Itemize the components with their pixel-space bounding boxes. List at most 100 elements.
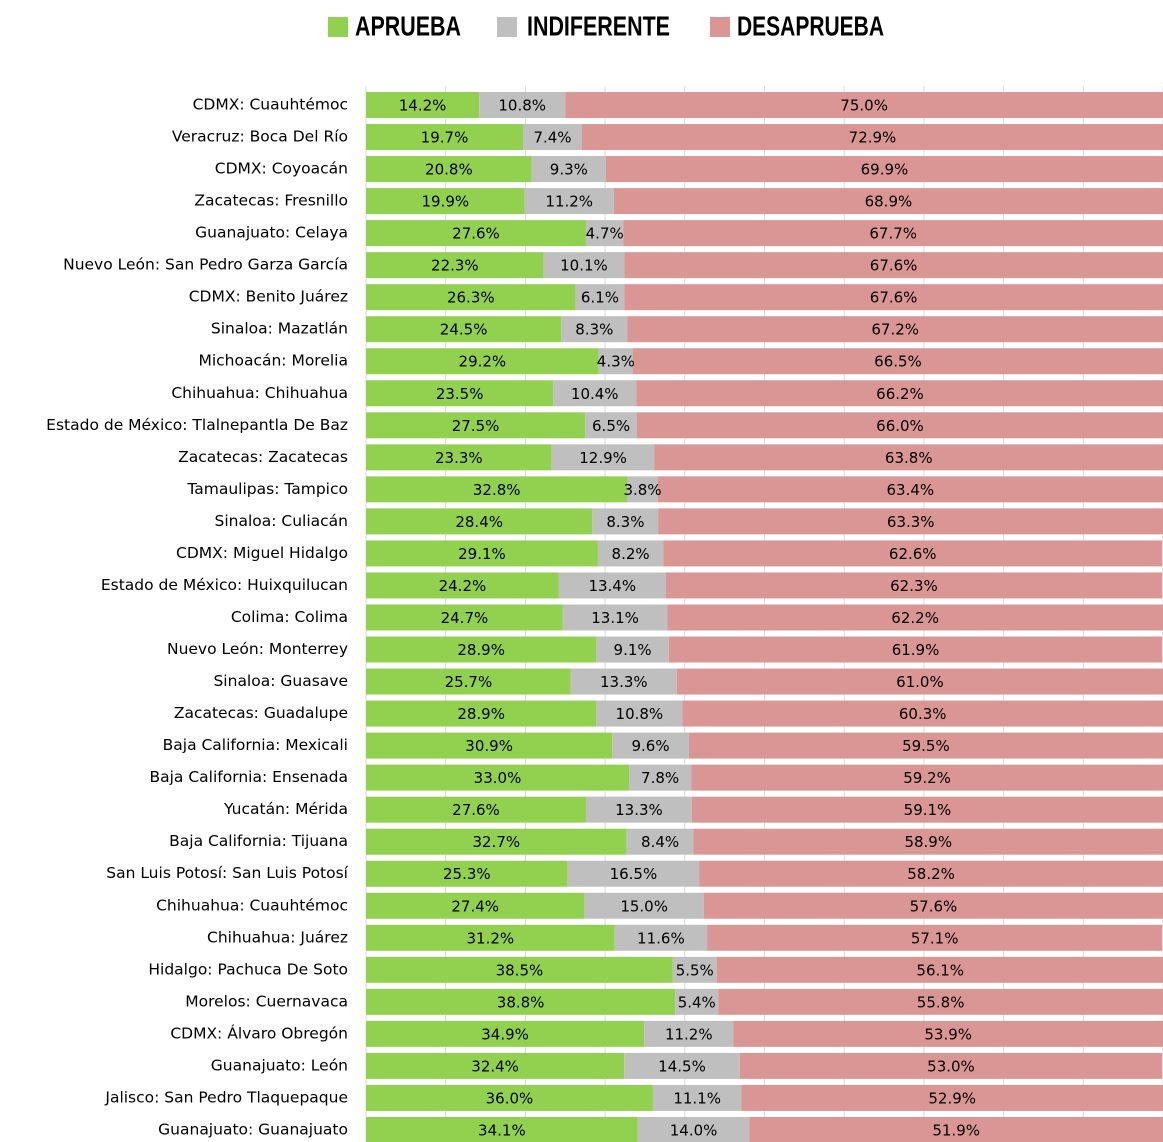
bar-segment [585, 796, 692, 823]
value-label: 58.2% [907, 865, 955, 883]
bar-segment [366, 1116, 638, 1142]
category-label: Morelos: Cuernavaca [185, 992, 348, 1010]
bar-segment [366, 348, 599, 375]
value-label: 7.8% [641, 769, 679, 787]
value-label: 27.4% [451, 897, 499, 915]
value-label: 23.3% [435, 449, 483, 467]
value-label: 63.3% [887, 513, 935, 531]
value-label: 57.1% [911, 929, 959, 947]
value-label: 69.9% [861, 161, 909, 179]
legend-swatch [328, 17, 348, 37]
bar-segment [693, 828, 1163, 855]
bar-segment [366, 860, 568, 887]
category-label: Zacatecas: Zacatecas [178, 448, 348, 466]
value-label: 61.9% [892, 641, 940, 659]
value-label: 67.6% [870, 289, 918, 307]
bar-segment [366, 380, 554, 407]
bar-segment [668, 636, 1163, 663]
bar-segment [676, 668, 1163, 695]
category-label: Chihuahua: Chihuahua [171, 384, 348, 402]
bar-segment [543, 252, 625, 279]
bar-segment [366, 956, 673, 983]
value-label: 25.3% [443, 865, 491, 883]
bar-segment [636, 412, 1163, 439]
category-label: Guanajuato: León [211, 1056, 348, 1074]
value-label: 4.7% [586, 225, 624, 243]
bar-segment [627, 316, 1163, 343]
value-label: 53.9% [924, 1025, 972, 1043]
value-label: 31.2% [467, 929, 515, 947]
bar-segment [703, 892, 1163, 919]
value-label: 75.0% [840, 97, 888, 115]
legend-swatch [710, 17, 730, 37]
category-label: Jalisco: San Pedro Tlaquepaque [104, 1088, 348, 1106]
value-label: 14.5% [658, 1057, 706, 1075]
category-label: Tamaulipas: Tampico [186, 480, 348, 498]
bar-segment [637, 1116, 750, 1142]
value-label: 72.9% [849, 129, 897, 147]
category-label: Colima: Colima [231, 608, 348, 626]
category-label: Nuevo León: Monterrey [167, 640, 348, 658]
value-label: 9.6% [631, 737, 669, 755]
bar-segment [366, 572, 559, 599]
value-label: 55.8% [917, 993, 965, 1011]
bar-segment [749, 1116, 1163, 1142]
bar-segment [672, 956, 717, 983]
value-label: 33.0% [474, 769, 522, 787]
category-label: Zacatecas: Guadalupe [174, 704, 348, 722]
category-label: CDMX: Álvaro Obregón [170, 1023, 348, 1042]
bar-segment [575, 284, 625, 311]
value-label: 32.4% [471, 1057, 519, 1075]
value-label: 10.8% [616, 705, 664, 723]
bar-segment [366, 604, 563, 631]
bar-segment [581, 124, 1163, 151]
value-label: 23.5% [436, 385, 484, 403]
value-label: 68.9% [865, 193, 913, 211]
bar-segment [632, 348, 1163, 375]
bar-segment [598, 348, 633, 375]
value-label: 63.4% [887, 481, 935, 499]
value-label: 8.4% [641, 833, 679, 851]
value-label: 63.8% [885, 449, 933, 467]
bar-segment [675, 988, 719, 1015]
bar-segment [366, 636, 597, 663]
category-label: Hidalgo: Pachuca De Soto [148, 960, 348, 978]
legend-label: APRUEBA [355, 10, 461, 41]
bar-segment [366, 444, 552, 471]
legend-label: INDIFERENTE [527, 10, 670, 41]
category-label: San Luis Potosí: San Luis Potosí [106, 864, 348, 882]
category-label: Guanajuato: Guanajuato [158, 1120, 348, 1138]
bar-segment [366, 252, 544, 279]
value-label: 14.2% [399, 97, 447, 115]
category-label: Michoacán: Morelia [198, 352, 348, 370]
bar-segment [366, 316, 562, 343]
value-label: 32.8% [473, 481, 521, 499]
category-label: Sinaloa: Mazatlán [211, 320, 348, 338]
value-label: 15.0% [620, 897, 668, 915]
bar-segment [366, 988, 676, 1015]
bar-segment [613, 188, 1163, 215]
value-label: 8.3% [575, 321, 613, 339]
value-label: 57.6% [910, 897, 958, 915]
bar-segment [624, 284, 1163, 311]
bar-segment [612, 732, 689, 759]
bar-segment [524, 188, 614, 215]
value-label: 27.5% [452, 417, 500, 435]
bar-segment [567, 860, 700, 887]
bar-segment [667, 604, 1163, 631]
value-label: 5.4% [678, 993, 716, 1011]
bar-segment [553, 380, 637, 407]
value-label: 66.5% [874, 353, 922, 371]
bar-segment [366, 828, 627, 855]
value-label: 29.1% [458, 545, 506, 563]
bar-segment [739, 1052, 1163, 1079]
value-label: 25.7% [445, 673, 493, 691]
value-label: 19.9% [421, 193, 469, 211]
bar-segment [366, 732, 613, 759]
category-label: Sinaloa: Culiacán [214, 512, 348, 530]
bar-segment [654, 444, 1163, 471]
value-label: 13.4% [588, 577, 636, 595]
bar-segment [663, 540, 1163, 567]
bar-segment [624, 252, 1163, 279]
value-label: 34.9% [481, 1025, 529, 1043]
